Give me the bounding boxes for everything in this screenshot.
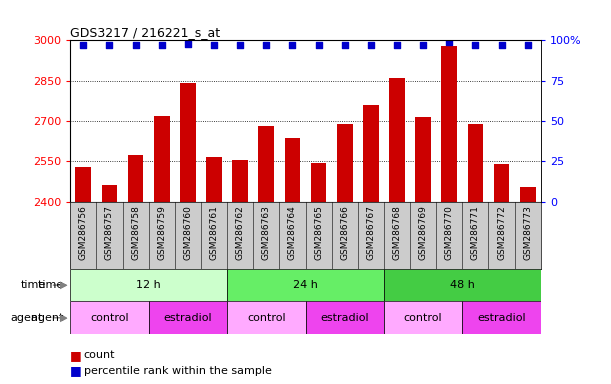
- Text: ▶: ▶: [60, 313, 67, 323]
- Text: GSM286767: GSM286767: [367, 205, 375, 260]
- Bar: [128, 155, 144, 202]
- Bar: [306, 301, 384, 334]
- Point: [104, 42, 114, 48]
- Point: [78, 42, 88, 48]
- Bar: [232, 160, 248, 202]
- Text: GSM286769: GSM286769: [419, 205, 428, 260]
- Text: GSM286765: GSM286765: [314, 205, 323, 260]
- Point: [131, 42, 141, 48]
- Point: [209, 42, 219, 48]
- Text: agent: agent: [10, 313, 43, 323]
- Point: [340, 42, 349, 48]
- Point: [183, 40, 193, 46]
- Text: GSM286758: GSM286758: [131, 205, 140, 260]
- Text: GSM286770: GSM286770: [445, 205, 454, 260]
- Bar: [389, 78, 405, 202]
- Bar: [311, 163, 326, 202]
- Point: [288, 42, 298, 48]
- Point: [392, 42, 402, 48]
- Text: GSM286759: GSM286759: [157, 205, 166, 260]
- Text: agent: agent: [31, 313, 67, 323]
- Text: ■: ■: [70, 364, 82, 377]
- Text: estradiol: estradiol: [164, 313, 212, 323]
- Text: control: control: [404, 313, 442, 323]
- Text: percentile rank within the sample: percentile rank within the sample: [84, 366, 271, 376]
- Bar: [363, 105, 379, 202]
- Text: GSM286760: GSM286760: [183, 205, 192, 260]
- Text: GSM286763: GSM286763: [262, 205, 271, 260]
- Point: [523, 42, 533, 48]
- Point: [313, 42, 323, 48]
- Text: ▶: ▶: [60, 280, 67, 290]
- Text: ■: ■: [70, 349, 82, 362]
- Text: GSM286772: GSM286772: [497, 205, 506, 260]
- Bar: [384, 301, 463, 334]
- Point: [262, 42, 271, 48]
- Text: time: time: [21, 280, 46, 290]
- Bar: [227, 301, 306, 334]
- Text: estradiol: estradiol: [320, 313, 369, 323]
- Text: GDS3217 / 216221_s_at: GDS3217 / 216221_s_at: [70, 26, 221, 39]
- Bar: [154, 116, 170, 202]
- Text: GSM286768: GSM286768: [392, 205, 401, 260]
- Bar: [70, 269, 227, 301]
- Bar: [180, 83, 196, 202]
- Point: [497, 42, 507, 48]
- Text: GSM286764: GSM286764: [288, 205, 297, 260]
- Text: count: count: [84, 350, 115, 360]
- Text: control: control: [247, 313, 285, 323]
- Text: GSM286756: GSM286756: [79, 205, 88, 260]
- Bar: [285, 139, 300, 202]
- Point: [444, 39, 454, 45]
- Bar: [258, 126, 274, 202]
- Bar: [520, 187, 535, 202]
- Point: [419, 42, 428, 48]
- Text: GSM286762: GSM286762: [236, 205, 244, 260]
- Text: GSM286773: GSM286773: [523, 205, 532, 260]
- Text: 48 h: 48 h: [450, 280, 475, 290]
- Bar: [463, 301, 541, 334]
- Point: [235, 42, 245, 48]
- Bar: [76, 167, 91, 202]
- Bar: [494, 164, 510, 202]
- Text: time: time: [38, 280, 67, 290]
- Text: estradiol: estradiol: [477, 313, 526, 323]
- Point: [157, 42, 167, 48]
- Text: GSM286766: GSM286766: [340, 205, 349, 260]
- Bar: [101, 185, 117, 202]
- Bar: [441, 46, 457, 202]
- Text: 12 h: 12 h: [136, 280, 161, 290]
- Bar: [415, 117, 431, 202]
- Text: GSM286757: GSM286757: [105, 205, 114, 260]
- Bar: [467, 124, 483, 202]
- Text: GSM286761: GSM286761: [210, 205, 219, 260]
- Bar: [206, 157, 222, 202]
- Text: 24 h: 24 h: [293, 280, 318, 290]
- Point: [366, 42, 376, 48]
- Bar: [337, 124, 353, 202]
- Point: [470, 42, 480, 48]
- Bar: [70, 301, 148, 334]
- Bar: [384, 269, 541, 301]
- Bar: [148, 301, 227, 334]
- Text: GSM286771: GSM286771: [471, 205, 480, 260]
- Bar: [227, 269, 384, 301]
- Text: control: control: [90, 313, 129, 323]
